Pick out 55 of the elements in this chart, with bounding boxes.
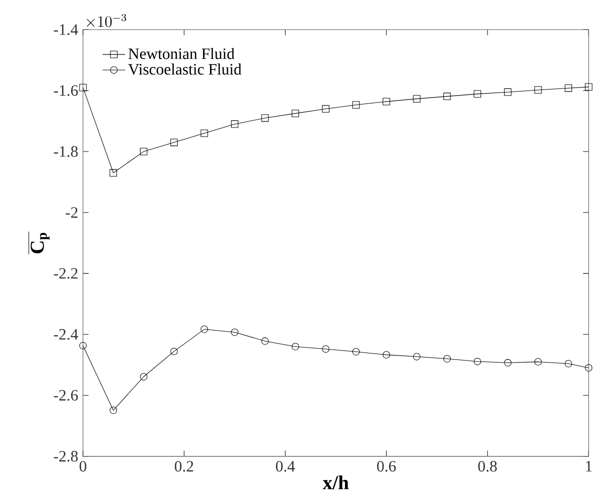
y-axis-title: $\overline{\mathbf{C}_{\mathbf{p}}}$ bbox=[28, 232, 50, 254]
y-tick-label: -1.8 bbox=[54, 146, 78, 158]
y-tick-label: -2.8 bbox=[54, 451, 78, 462]
point bbox=[504, 88, 512, 96]
legend-label: Newtonian Fluid bbox=[128, 48, 234, 60]
point bbox=[230, 328, 238, 336]
y-tick-label: -2.6 bbox=[54, 390, 78, 401]
x-tick-label: 0.6 bbox=[377, 461, 396, 472]
text: $\times 10^{-3}$ bbox=[86, 14, 126, 28]
point bbox=[292, 110, 300, 118]
point bbox=[79, 84, 87, 92]
point bbox=[443, 92, 451, 100]
point bbox=[200, 130, 208, 138]
point bbox=[584, 83, 592, 91]
point bbox=[110, 169, 117, 177]
point bbox=[382, 98, 390, 106]
point bbox=[504, 359, 512, 367]
x-axis-title: x/h bbox=[322, 476, 349, 490]
x-tick-label: 0.2 bbox=[174, 461, 194, 472]
x-tick-label: 0 bbox=[80, 461, 86, 472]
point bbox=[261, 114, 269, 122]
point bbox=[443, 355, 451, 363]
legend-label: Viscoelastic Fluid bbox=[128, 64, 242, 75]
point bbox=[200, 326, 208, 334]
y-tick-label: -2.2 bbox=[54, 268, 78, 279]
point bbox=[110, 406, 117, 414]
point bbox=[230, 120, 238, 128]
point bbox=[534, 358, 542, 366]
y-tick-label: -1.4 bbox=[54, 24, 78, 36]
point bbox=[564, 360, 572, 368]
point bbox=[413, 95, 420, 103]
point bbox=[534, 86, 542, 94]
point bbox=[170, 138, 178, 146]
point bbox=[170, 348, 178, 356]
point bbox=[140, 373, 148, 381]
point bbox=[140, 148, 148, 156]
point bbox=[352, 101, 360, 109]
point bbox=[322, 105, 330, 113]
point bbox=[261, 338, 269, 345]
point bbox=[352, 348, 360, 356]
point bbox=[474, 358, 482, 366]
point bbox=[564, 84, 572, 92]
point bbox=[382, 351, 390, 359]
x-tick-label: 1 bbox=[586, 461, 592, 472]
y-tick-label: -1.6 bbox=[54, 85, 78, 96]
point bbox=[584, 364, 592, 372]
y-tick-label: -2.4 bbox=[54, 329, 78, 340]
point bbox=[474, 90, 482, 98]
point bbox=[322, 345, 330, 353]
point bbox=[292, 343, 300, 350]
x-tick-label: 0.4 bbox=[276, 461, 295, 472]
y-tick-label: -2 bbox=[66, 207, 78, 218]
point bbox=[413, 353, 420, 360]
x-tick-label: 0.8 bbox=[478, 461, 497, 472]
point bbox=[79, 342, 87, 350]
